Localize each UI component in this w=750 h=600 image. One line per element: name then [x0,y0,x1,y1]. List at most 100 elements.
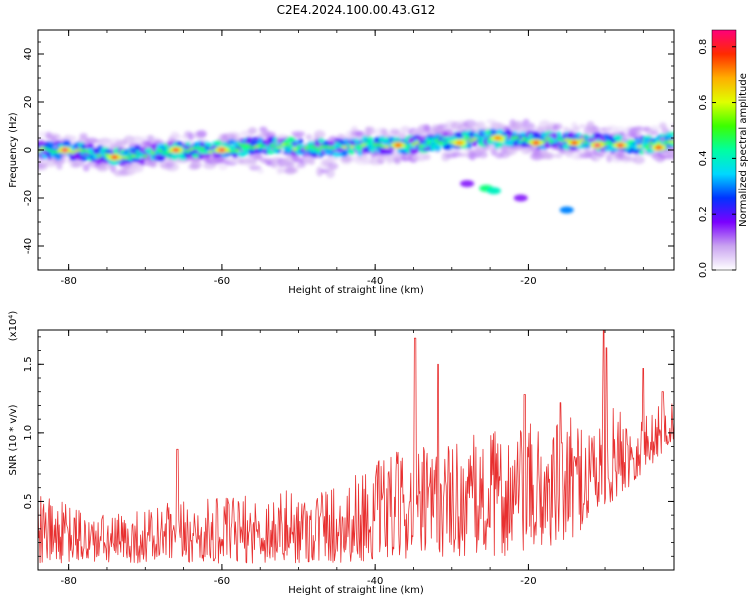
spectrogram-x-tick-label: -60 [214,276,230,287]
heatmap-ridge-cell [69,150,75,155]
heatmap-ridge-cell [257,143,263,147]
heatmap-band-cell [556,131,562,137]
heatmap-halo-cell [287,167,299,174]
heatmap-band-cell [348,150,355,156]
heatmap-halo-cell [226,131,241,141]
heatmap-ridge-cell [583,141,589,145]
heatmap-ridge-cell [261,145,267,149]
heatmap-halo-cell [450,148,463,153]
heatmap-band-cell [80,144,87,150]
heatmap-halo-cell [478,151,488,159]
heatmap-halo-cell [316,166,323,177]
heatmap-band-cell [613,134,623,142]
heatmap-halo-cell [327,162,339,170]
heatmap-ridge-cell [629,144,635,148]
heatmap-ridge-cell [510,136,516,140]
heatmap-band-cell [576,132,582,137]
spectrogram-y-tick-label: 20 [23,96,34,109]
heatmap-ridge-cell [307,144,313,148]
heatmap-ridge-cell [184,149,190,154]
heatmap-ridge-cell [342,145,348,149]
heatmap-ridge-cell [380,144,386,148]
colorbar-tick-label: 0.4 [698,150,709,166]
heatmap-ridge-cell [334,144,340,148]
heatmap-ridge-cell [77,148,83,152]
heatmap-band-cell [215,142,222,147]
heatmap-peak [172,148,180,152]
heatmap-ridge-cell [422,144,428,148]
heatmap-ridge-cell [433,138,439,142]
heatmap-halo-cell [190,160,202,170]
heatmap-ridge-cell [648,141,654,145]
heatmap-ridge-cell [138,154,144,158]
heatmap-band-cell [118,161,127,166]
heatmap-band-cell [555,145,560,150]
heatmap-halo-cell [225,157,232,162]
heatmap-ridge-cell [606,140,612,145]
heatmap-ridge-cell [514,136,520,140]
heatmap-ridge-cell [100,153,106,157]
heatmap-ridge-cell [234,148,240,152]
heatmap-band-cell [643,135,653,140]
heatmap-ridge-cell [556,137,562,141]
heatmap-ridge-cell [349,145,355,149]
heatmap-halo-cell [69,138,76,145]
heatmap-halo-cell [554,123,563,130]
heatmap-ridge-cell [437,141,443,145]
heatmap-halo-cell [562,126,570,132]
heatmap-halo-cell [553,153,563,159]
spectrogram-x-label: Height of straight line (km) [288,285,424,296]
heatmap-halo-cell [393,156,402,164]
spectrogram-x-tick-label: -80 [60,276,76,287]
heatmap-halo-cell [196,129,207,138]
heatmap-ridge-cell [522,137,528,141]
heatmap-ridge-cell [230,145,236,149]
heatmap-ridge-cell [644,145,650,149]
heatmap-ridge-cell [319,145,325,149]
heatmap-band-cell [95,158,103,165]
colorbar-tick-label: 0.0 [698,262,709,278]
heatmap-ridge-cell [165,151,171,155]
heatmap-ridge-cell [303,146,309,150]
heatmap-ridge-cell [372,143,378,147]
heatmap-ridge-cell [265,146,271,150]
heatmap-halo-cell [512,120,524,131]
heatmap-ridge-cell [207,150,213,154]
snr-y-tick-label: 1.0 [23,425,34,441]
heatmap-band-cell [318,137,325,144]
snr-y-ticks: 0.5 1.0 1.5 [23,336,674,557]
heatmap-ridge-cell [284,142,290,147]
heatmap-band-cell [513,131,518,135]
heatmap-ridge-cell [345,143,351,147]
heatmap-side-feature [486,187,501,195]
colorbar-tick-label: 0.6 [698,95,709,111]
heatmap-ridge-cell [73,149,79,153]
snr-x-label: Height of straight line (km) [288,585,424,596]
spectrogram-y-tick-label: -40 [23,238,34,254]
heatmap-halo-cell [400,125,411,133]
heatmap-ridge-cell [560,139,566,143]
heatmap-ridge-cell [299,144,305,148]
heatmap-ridge-cell [579,138,585,142]
spectrogram-y-tick-label: -20 [23,190,34,206]
heatmap-halo-cell [39,162,48,171]
heatmap-ridge-cell [46,148,52,152]
snr-panel: -80 -60 -40 -20 0.5 1.0 1.5 Height of straigh… [8,311,675,596]
heatmap-halo-cell [130,135,144,143]
heatmap-ridge-cell [81,148,87,153]
colorbar-gradient [711,29,737,271]
heatmap-ridge-cell [96,154,102,158]
heatmap-ridge-cell [158,149,164,153]
heatmap-ridge-cell [361,143,367,147]
heatmap-ridge-cell [353,145,359,149]
heatmap-band-cell [534,133,540,140]
heatmap-ridge-cell [364,141,370,145]
heatmap-band-cell [486,138,493,145]
heatmap-band-cell [422,147,430,152]
heatmap-halo-cell [87,139,102,144]
heatmap-ridge-cell [150,151,156,155]
heatmap-band-cell [38,140,46,146]
heatmap-ridge-cell [280,142,286,147]
heatmap-halo-cell [308,158,316,165]
heatmap-ridge-cell [663,140,669,144]
